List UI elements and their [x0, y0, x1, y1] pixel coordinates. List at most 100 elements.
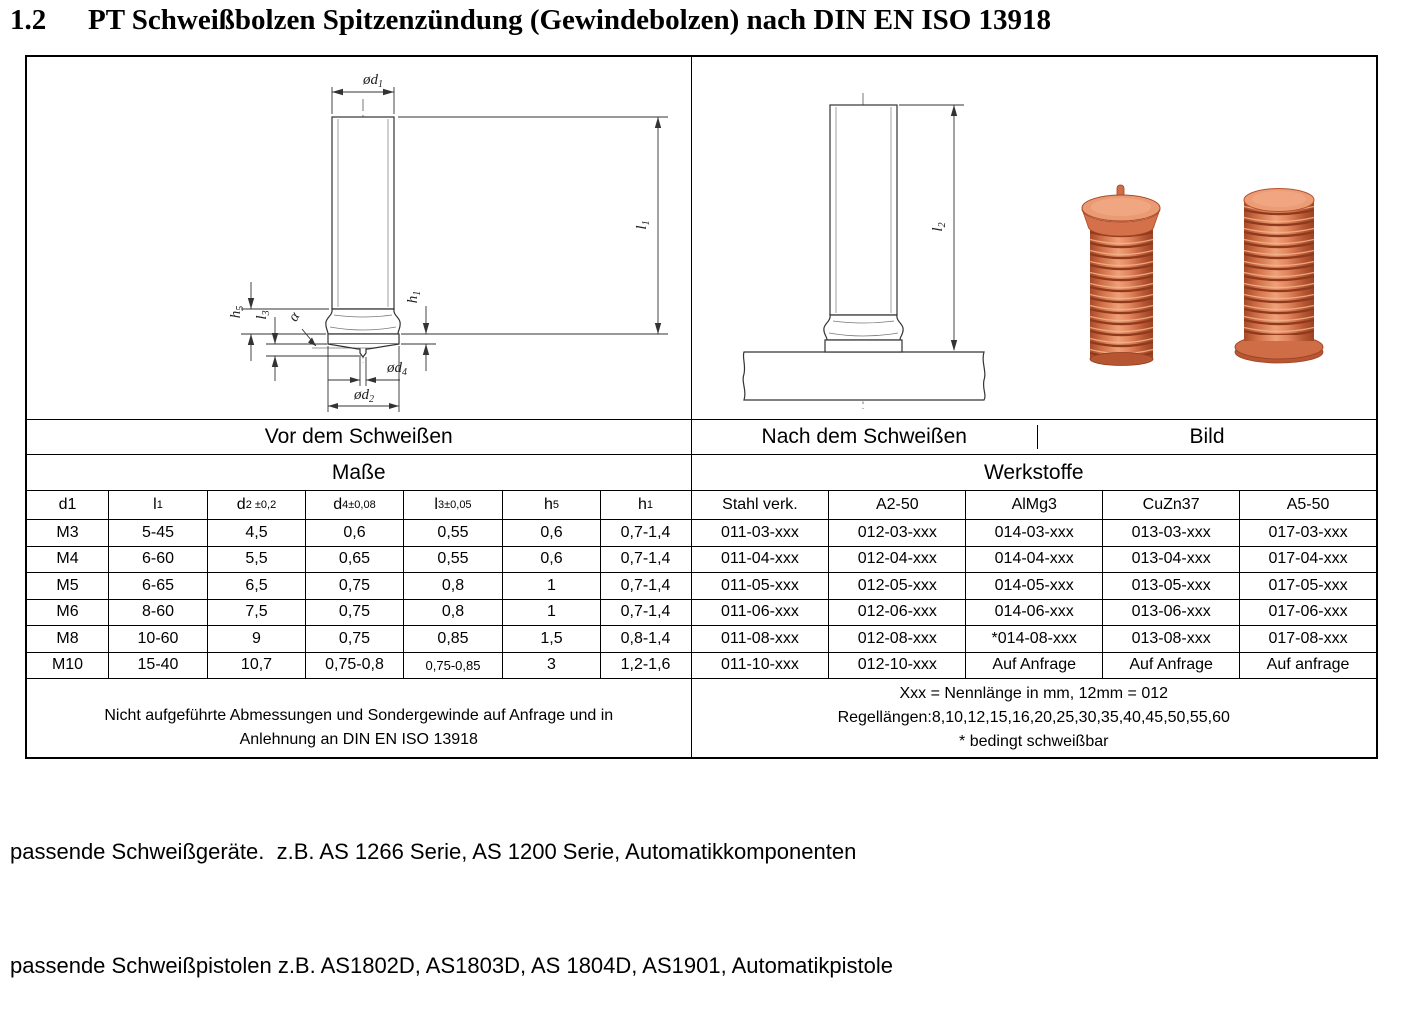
technical-drawing-before-welding: ød1 l1 h1 h5 l3 α ød4 ød2 [228, 72, 669, 412]
cell-l3: 0,55 [403, 520, 502, 546]
note-materials: Xxx = Nennlänge in mm, 12mm = 012 Regell… [692, 679, 1377, 757]
cell-part-a2: 012-04-xxx [828, 546, 965, 572]
cell-h5: 1 [502, 599, 600, 625]
cell-part-a5: 017-03-xxx [1239, 520, 1376, 546]
drawing-after-cell: l2 [692, 57, 1377, 419]
cell-h1: 0,7-1,4 [600, 520, 690, 546]
footer-welding-devices: passende Schweißgeräte. z.B. AS 1266 Ser… [10, 839, 857, 864]
cell-l1: 10-60 [108, 626, 207, 652]
footer-text: passende Schweißgeräte. z.B. AS 1266 Ser… [10, 757, 893, 1023]
cell-d2: 5,5 [207, 546, 305, 572]
cell-l1: 6-60 [108, 546, 207, 572]
cell-l3: 0,85 [403, 626, 502, 652]
technical-drawing-after-welding: l2 [742, 93, 1324, 409]
cell-part-a5: 017-06-xxx [1239, 599, 1376, 625]
stud-tip [328, 343, 400, 358]
dimension-arrows [248, 88, 662, 409]
cell-thread-size: M6 [56, 603, 79, 621]
dim-label-h5: h5 [228, 306, 246, 319]
stud-datasheet-table: ød1 l1 h1 h5 l3 α ød4 ød2 [25, 55, 1378, 759]
cell-d2: 7,5 [207, 599, 305, 625]
section-title-text: PT Schweißbolzen Spitzenzündung (Gewinde… [88, 4, 1052, 36]
dim-label-l1: l1 [634, 220, 652, 229]
dimension-lines [241, 87, 669, 412]
col-header-stahl: Stahl verk. [722, 496, 798, 513]
label-after-cells: Nach dem Schweißen Bild [692, 420, 1377, 454]
dimension-lines [898, 104, 964, 350]
table-row-m4: M4 6-60 5,5 0,65 0,55 0,6 0,7-1,4 011-04… [27, 545, 1376, 572]
section-number: 1.2 [10, 4, 47, 36]
cell-part-cuzn37: 013-04-xxx [1102, 546, 1239, 572]
cell-part-a2: 012-03-xxx [828, 520, 965, 546]
note-length-code: Xxx = Nennlänge in mm, 12mm = 012 [899, 685, 1169, 702]
cell-d4: 0,75-0,8 [305, 652, 403, 678]
cell-h1: 0,7-1,4 [600, 599, 690, 625]
cell-d2: 10,7 [207, 652, 305, 678]
notes-row: Nicht aufgeführte Abmessungen und Sonder… [27, 678, 1376, 757]
thread-lines [330, 119, 397, 331]
dim-label-l3: l3 [254, 310, 272, 319]
table-row-m6: M6 8-60 7,5 0,75 0,8 1 0,7-1,4 011-06-xx… [27, 598, 1376, 625]
cell-d2: 6,5 [207, 573, 305, 599]
cell-part-stahl: 011-05-xxx [720, 576, 799, 594]
table-row-m3: M3 5-45 4,5 0,6 0,55 0,6 0,7-1,4 011-03-… [27, 519, 1376, 546]
dim-label-alpha: α [286, 309, 304, 325]
col-header-almg3: AlMg3 [965, 491, 1102, 519]
label-materials: Werkstoffe [983, 460, 1084, 484]
note-dimensions-line2: Anlehnung an DIN EN ISO 13918 [239, 731, 478, 748]
cell-part-a5: Auf anfrage [1239, 652, 1376, 678]
cell-l1: 6-65 [108, 573, 207, 599]
cell-l1: 15-40 [108, 652, 207, 678]
note-standard-lengths: Regellängen:8,10,12,15,16,20,25,30,35,40… [837, 709, 1230, 726]
cell-part-almg3: 014-05-xxx [965, 573, 1102, 599]
cell-h1: 1,2-1,6 [600, 652, 690, 678]
stud-shaft [331, 116, 395, 310]
cell-part-stahl: 011-10-xxx [720, 656, 799, 674]
page-title: 1.2 PT Schweißbolzen Spitzenzündung (Gewi… [10, 4, 1051, 37]
cell-thread-size: M5 [56, 576, 79, 594]
cell-part-a5: 017-08-xxx [1239, 626, 1376, 652]
cell-part-a2: 012-05-xxx [828, 573, 965, 599]
cell-part-cuzn37: Auf Anfrage [1102, 652, 1239, 678]
cell-h5: 1,5 [502, 626, 600, 652]
cell-part-almg3: 014-06-xxx [965, 599, 1102, 625]
cell-part-almg3: Auf Anfrage [965, 652, 1102, 678]
cell-part-a2: 012-06-xxx [828, 599, 965, 625]
note-weldable: * bedingt schweißbar [959, 733, 1109, 750]
dim-label-l2: l2 [930, 222, 948, 231]
stud-flange [824, 339, 903, 353]
base-plate [742, 351, 986, 401]
cell-d4: 0,75 [305, 599, 403, 625]
col-header-cuzn37: CuZn37 [1102, 491, 1239, 519]
group-label-row: Maße Werkstoffe [27, 454, 1376, 490]
label-image: Bild [1189, 425, 1225, 448]
cell-d2: 9 [207, 626, 305, 652]
dim-label-d1: ød1 [362, 72, 383, 90]
cell-d4: 0,65 [305, 546, 403, 572]
cell-l3: 0,55 [403, 546, 502, 572]
cell-part-almg3: *014-08-xxx [965, 626, 1102, 652]
cell-part-stahl: 011-04-xxx [720, 550, 799, 568]
dimension-arrows [950, 105, 957, 351]
cell-h5: 0,6 [502, 520, 600, 546]
stud-shaft [829, 104, 898, 316]
col-header-a2-50: A2-50 [828, 491, 965, 519]
cell-h1: 0,8-1,4 [600, 626, 690, 652]
cell-l3: 0,75-0,85 [403, 652, 502, 678]
table-row-m8: M8 10-60 9 0,75 0,85 1,5 0,8-1,4 011-08-… [27, 625, 1376, 652]
dim-label-d2: ød2 [353, 387, 374, 405]
cell-part-stahl: 011-06-xxx [720, 603, 799, 621]
label-after-welding: Nach dem Schweißen [692, 425, 1038, 449]
dim-label-h1: h1 [405, 291, 423, 304]
cell-d4: 0,75 [305, 573, 403, 599]
label-before-welding: Vor dem Schweißen [27, 420, 692, 454]
drawing-before-cell: ød1 l1 h1 h5 l3 α ød4 ød2 [27, 57, 692, 419]
cell-part-stahl: 011-08-xxx [720, 629, 799, 647]
cell-part-a5: 017-04-xxx [1239, 546, 1376, 572]
col-header-d4: d 4±0,08 [305, 491, 403, 519]
label-dimensions: Maße [27, 455, 692, 490]
